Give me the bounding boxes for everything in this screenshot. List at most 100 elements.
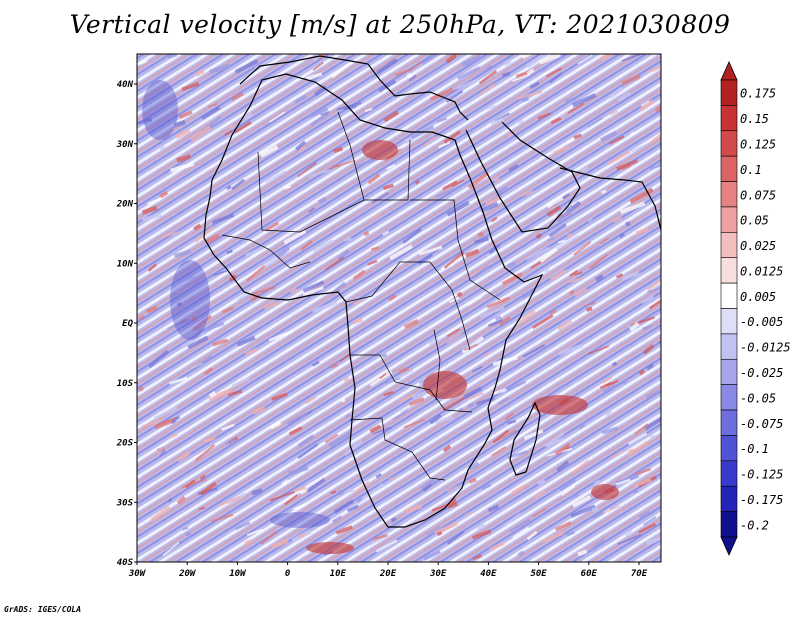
field-streak — [615, 478, 631, 486]
field-streak — [507, 419, 517, 425]
border-line — [349, 417, 446, 481]
field-streak — [430, 87, 454, 101]
field-streak — [490, 117, 505, 127]
field-streak — [346, 504, 359, 513]
field-streak — [630, 143, 648, 153]
field-streak — [612, 216, 623, 224]
field-streak — [601, 376, 612, 384]
field-streak — [537, 112, 551, 120]
field-streak — [539, 248, 558, 263]
field-streak — [593, 479, 601, 486]
field-streak — [629, 321, 640, 332]
field-streak — [467, 392, 485, 401]
lon-tick-label: 50E — [530, 569, 547, 579]
field-streak — [538, 54, 561, 65]
field-streak — [491, 388, 507, 396]
field-streak — [138, 315, 145, 321]
field-streak — [363, 230, 370, 237]
field-streak — [265, 221, 280, 232]
field-streak — [446, 328, 460, 338]
field-streak — [287, 465, 309, 476]
colorbar-swatch — [720, 308, 738, 335]
field-streak — [468, 461, 480, 471]
field-streak — [442, 180, 458, 191]
field-streak — [203, 367, 214, 376]
field-streak — [574, 271, 583, 276]
field-streak — [542, 531, 565, 544]
field-streak — [501, 272, 523, 286]
field-streak — [330, 490, 337, 495]
field-streak — [478, 70, 498, 85]
lon-tick-label: 40E — [480, 569, 497, 579]
field-streak — [293, 486, 307, 493]
field-streak — [173, 119, 186, 128]
field-streak — [309, 107, 329, 118]
field-streak — [190, 125, 212, 143]
field-streak — [509, 518, 531, 533]
colorbar-label: 0.125 — [740, 137, 776, 151]
colorbar-swatch — [720, 282, 738, 309]
field-streak — [545, 67, 562, 78]
field-streak — [568, 276, 584, 284]
field-streak — [251, 488, 263, 496]
field-streak — [566, 138, 575, 144]
field-streak — [185, 142, 192, 149]
field-streak — [457, 66, 481, 80]
field-streak — [565, 96, 576, 104]
field-streak — [317, 196, 327, 205]
field-streak — [621, 270, 640, 282]
field-streak — [181, 338, 196, 349]
lon-tick-label: 60E — [581, 569, 598, 579]
border-line — [221, 234, 311, 269]
field-streak — [477, 231, 485, 238]
field-streak — [159, 145, 166, 151]
colorbar-swatch — [720, 232, 738, 259]
field-streak — [281, 479, 289, 486]
field-streak — [511, 483, 527, 495]
field-streak — [367, 173, 381, 185]
colorbar-swatch — [720, 105, 738, 132]
field-streak — [370, 212, 381, 221]
field-streak — [467, 402, 475, 408]
field-streak — [269, 421, 282, 430]
field-streak — [540, 66, 548, 73]
field-streak — [392, 409, 409, 421]
colorbar-label: -0.125 — [740, 468, 783, 482]
border-line — [337, 111, 365, 201]
field-streak — [533, 490, 546, 499]
field-streak — [208, 390, 217, 398]
colorbar-label: -0.075 — [740, 417, 783, 431]
field-streak — [311, 360, 320, 367]
field-streak — [173, 249, 192, 258]
field-streak — [297, 162, 317, 178]
field-streak — [461, 54, 482, 67]
lon-tick-label: 10W — [229, 569, 247, 579]
field-streak — [234, 121, 252, 134]
field-streak — [345, 413, 351, 418]
field-streak — [193, 223, 202, 231]
field-streak — [399, 393, 415, 403]
field-streak — [566, 233, 573, 238]
field-streak — [587, 117, 603, 128]
field-streak — [306, 477, 326, 493]
field-streak — [532, 507, 548, 518]
field-streak — [447, 502, 458, 509]
field-streak — [621, 378, 628, 385]
field-streak — [185, 275, 196, 282]
field-streak — [290, 287, 299, 295]
field-streak — [592, 511, 604, 520]
field-streak — [573, 133, 583, 140]
field-streak — [147, 263, 158, 272]
descent-patch — [170, 260, 210, 340]
field-streak — [284, 494, 298, 506]
field-streak — [474, 236, 489, 245]
field-streak — [410, 125, 435, 141]
strong-ascent-patch — [423, 371, 467, 399]
field-streak — [504, 380, 526, 393]
field-streak — [618, 232, 625, 239]
field-streak — [638, 522, 656, 534]
field-streak — [567, 102, 585, 114]
field-streak — [312, 239, 335, 253]
colorbar-swatch — [720, 384, 738, 411]
field-streak — [639, 99, 655, 112]
